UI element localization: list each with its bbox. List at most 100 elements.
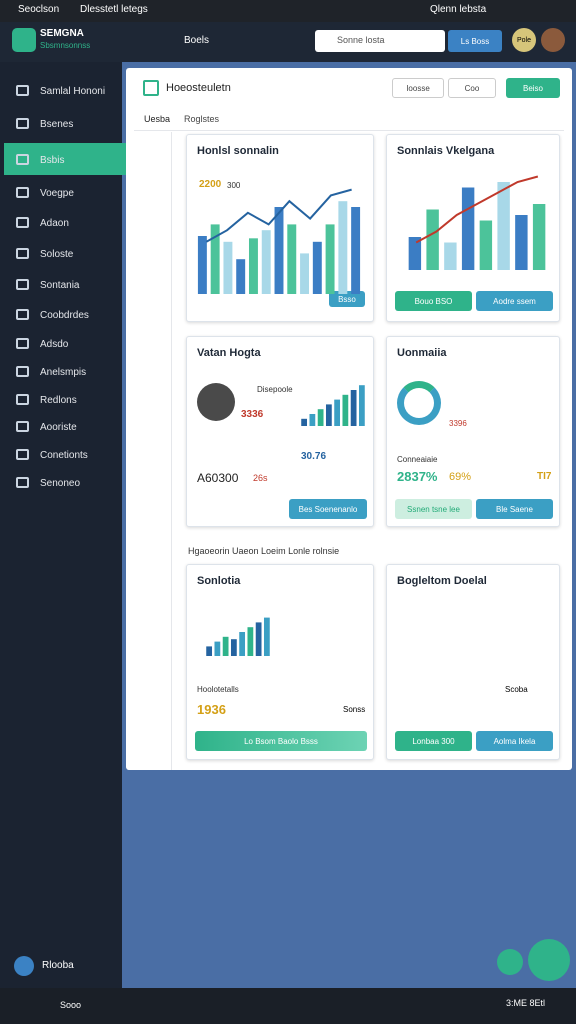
divider	[134, 130, 564, 131]
tab[interactable]: Uesba	[144, 114, 171, 124]
card-extra: Scoba	[505, 685, 528, 694]
card-title: Sonnlais Vkelgana	[397, 145, 495, 157]
bar	[301, 418, 308, 426]
button-label: Bsso	[338, 294, 356, 304]
card-button[interactable]: Lo Bsom Baolo Bsss	[195, 731, 367, 751]
card-pct2: 69%	[449, 471, 472, 483]
nav-icon	[16, 118, 29, 129]
card: Sonlotia 1936 Hoolotetalls Sonss Lo Bsom Bao…	[186, 564, 374, 760]
nav-icon	[16, 477, 29, 488]
button-label: Bes Soenenanlo	[298, 504, 358, 514]
sidebar-footer[interactable]: Rlooba	[42, 960, 74, 971]
nav-icon	[16, 248, 29, 259]
card-value: 3336	[241, 409, 264, 420]
search-text: Sonne losta	[337, 35, 385, 45]
logo: SEMGNA	[40, 28, 84, 39]
bar	[338, 201, 348, 294]
card-button[interactable]: Bsso	[329, 291, 365, 307]
nav-item[interactable]: Conetionts	[40, 450, 88, 461]
bar	[236, 259, 246, 294]
nav-item[interactable]: Boels	[184, 35, 210, 46]
sidebar: Rlooba Samlal Hononi Bsenes Bsbis Voegpe Ada…	[0, 62, 126, 988]
nav-item[interactable]: Senoneo	[40, 478, 81, 489]
fab[interactable]	[528, 939, 570, 981]
card-delta: 26s	[253, 473, 268, 483]
bar	[223, 241, 233, 294]
card-button[interactable]: Ssnen tsne lee	[395, 499, 472, 519]
panel-dropdown[interactable]: Coo	[448, 78, 496, 98]
card-title: Uonmaiia	[397, 347, 447, 359]
button-label: Aolma Ikela	[493, 736, 536, 746]
taskbar-app[interactable]: Sooo	[60, 1000, 82, 1010]
bar	[210, 224, 220, 294]
nav-item[interactable]: Adsdo	[40, 339, 69, 350]
nav-item[interactable]: Anelsmpis	[40, 367, 87, 378]
header-button[interactable]: Ls Boss	[448, 30, 502, 52]
nav-icon	[16, 394, 29, 405]
trend-line	[205, 188, 352, 243]
card-title: Bogleltom Doelal	[397, 575, 487, 587]
nav-item[interactable]: Bsenes	[40, 119, 74, 130]
donut	[397, 381, 441, 425]
bar	[325, 224, 335, 294]
card-value: 2200	[199, 179, 222, 190]
tab-name[interactable]: Dlesstetl letegs	[80, 4, 148, 15]
card: Uonmaiia 3396 Conneaiaie TI7 2837% 69% Ssnen t…	[386, 336, 560, 527]
nav-item[interactable]: Coobdrdes	[40, 310, 89, 321]
card-label: Disepoole	[257, 385, 293, 394]
bar	[230, 639, 237, 656]
nav-icon	[16, 85, 29, 96]
button-label: Lo Bsom Baolo Bsss	[244, 736, 318, 746]
avatar-label: Pole	[516, 36, 531, 44]
card-label: Conneaiaie	[397, 455, 438, 464]
tab[interactable]: Roglstes	[184, 114, 220, 124]
panel-primary[interactable]: Beiso	[506, 78, 560, 98]
btn-label: Ioosse	[406, 83, 430, 93]
nav-icon	[16, 154, 29, 165]
nav-item[interactable]: Voegpe	[40, 188, 74, 199]
card-title: Vatan Hogta	[197, 347, 261, 359]
avatar[interactable]: Pole	[512, 28, 536, 52]
bar	[300, 253, 310, 294]
bar	[287, 224, 297, 294]
bar	[479, 220, 493, 270]
card-button[interactable]: Aodre ssem	[476, 291, 553, 311]
card-label: Hoolotetalls	[197, 685, 239, 694]
card-pct: 2837%	[397, 469, 438, 484]
nav-icon	[16, 421, 29, 432]
card-button[interactable]: Ble Saene	[476, 499, 553, 519]
nav-item[interactable]: Adaon	[40, 218, 69, 229]
panel-title: Hoeosteuletn	[166, 82, 231, 94]
profile[interactable]	[541, 28, 565, 52]
bar	[358, 385, 365, 426]
fab-small[interactable]	[497, 949, 523, 975]
nav-item[interactable]: Soloste	[40, 249, 74, 260]
card-button[interactable]: Bes Soenenanlo	[289, 499, 367, 519]
app-name: Seoclson	[18, 4, 60, 15]
card-title: Sonlotia	[197, 575, 241, 587]
nav-item[interactable]: Redlons	[40, 395, 77, 406]
nav-item[interactable]: Sontania	[40, 280, 80, 291]
button-label: Ble Saene	[496, 504, 533, 514]
card-stat: TI7	[537, 471, 552, 482]
button-label: Bouo BSO	[414, 296, 453, 306]
nav-item[interactable]: Samlal Hononi	[40, 86, 106, 97]
mini-chart	[197, 188, 361, 294]
card-button[interactable]: Aolma Ikela	[476, 731, 553, 751]
panel-button[interactable]: Ioosse	[392, 78, 444, 98]
button-label: Ssnen tsne lee	[407, 504, 460, 514]
header: SEMGNA Sbsmnsonnss Boels Sonne losta Ls …	[0, 22, 576, 62]
footer-icon	[14, 956, 34, 976]
nav-icon	[16, 338, 29, 349]
button-label: Aodre ssem	[493, 296, 536, 306]
nav-item[interactable]: Bsbis	[40, 155, 65, 166]
search-box[interactable]: Sonne losta	[315, 30, 445, 52]
card-button[interactable]: Lonbaa 300	[395, 731, 472, 751]
nav-item[interactable]: Aooriste	[40, 422, 77, 433]
trend-line	[415, 175, 539, 244]
section-title: Hgaoeorin Uaeon Loeim Lonle rolnsie	[188, 546, 340, 556]
bar	[317, 409, 324, 426]
bar	[351, 207, 361, 294]
card-button[interactable]: Bouo BSO	[395, 291, 472, 311]
nav-icon	[16, 449, 29, 460]
